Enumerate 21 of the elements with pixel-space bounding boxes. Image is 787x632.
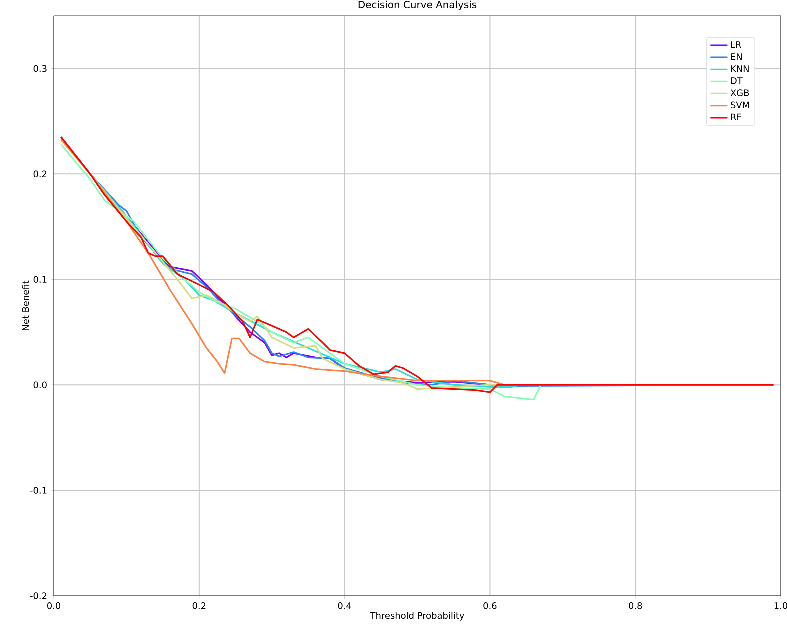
x-tick-label: 0.4 — [338, 602, 352, 610]
legend-label: SVM — [731, 102, 750, 109]
x-axis-title: Threshold Probability — [370, 612, 464, 621]
x-tick-label: 0.0 — [47, 602, 61, 610]
legend-label: DT — [731, 78, 743, 84]
y-tick-label: 0.1 — [34, 276, 47, 284]
x-tick-label: 0.6 — [484, 602, 497, 610]
x-tick-label: 0.2 — [192, 602, 206, 610]
chart-title: Decision Curve Analysis — [358, 0, 477, 10]
y-axis-title: Net Benefit — [22, 280, 30, 330]
legend-label: RF — [731, 114, 742, 120]
y-tick-label: -0.2 — [30, 592, 47, 600]
y-tick-label: 0.3 — [34, 65, 47, 72]
legend-label: KNN — [731, 66, 749, 72]
x-tick-label: 0.8 — [629, 602, 642, 610]
y-tick-label: 0.0 — [34, 382, 47, 388]
legend-label: EN — [731, 54, 742, 60]
y-tick-label: 0.2 — [34, 170, 47, 178]
legend-label: LR — [731, 42, 742, 48]
y-tick-label: -0.1 — [30, 487, 47, 494]
legend-label: XGB — [730, 90, 750, 96]
